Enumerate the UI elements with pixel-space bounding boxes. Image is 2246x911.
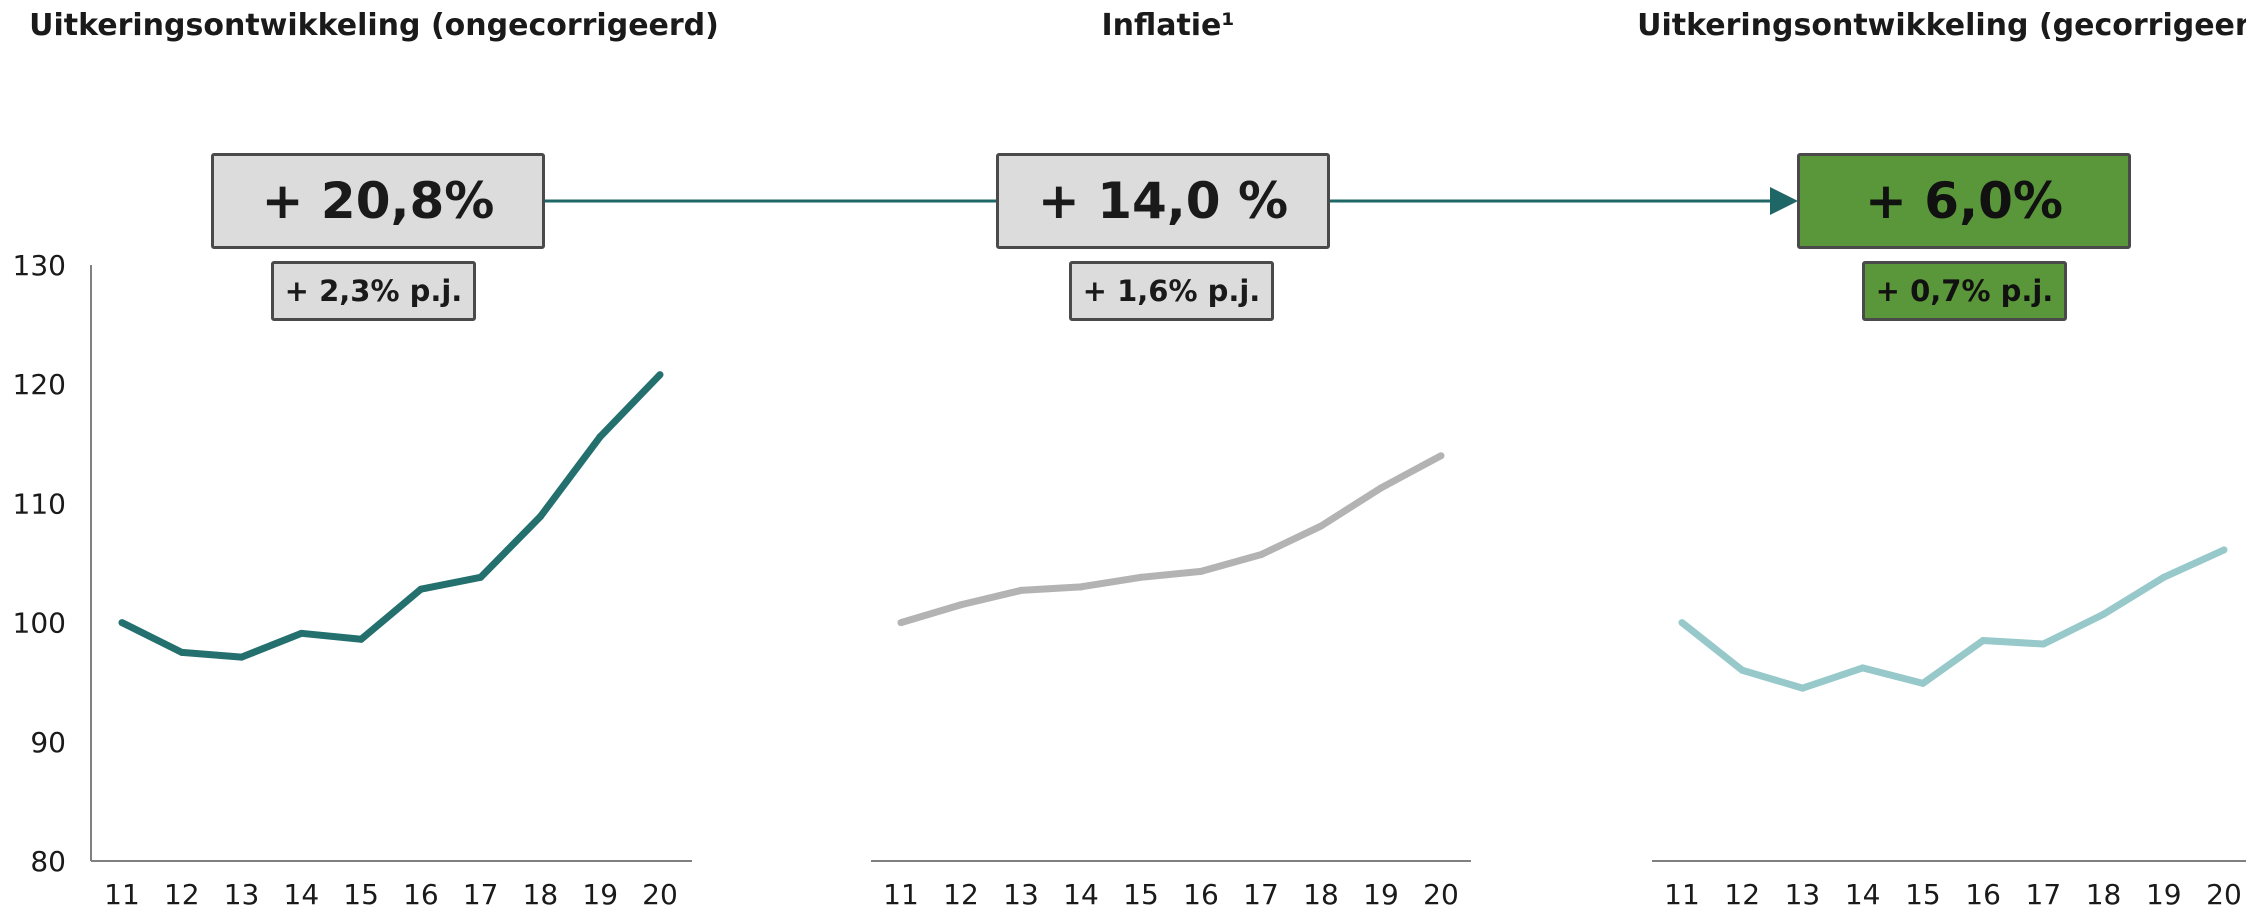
x-tick-label: 16 [403,878,439,911]
x-tick-label: 19 [2146,878,2182,911]
data-point [297,629,305,637]
data-point [596,433,604,441]
x-tick-label: 19 [582,878,618,911]
data-point [1919,679,1927,687]
data-point [2039,640,2047,648]
x-tick-label: 18 [523,878,559,911]
chart-title-inflation: Inflatie¹ [1101,8,1235,43]
x-tick-label: 12 [943,878,979,911]
x-tick-label: 12 [164,878,200,911]
data-point [897,619,905,627]
x-tick-label: 13 [224,878,260,911]
data-point [417,585,425,593]
series-line [900,452,1443,626]
data-point [357,635,365,643]
data-point [1197,567,1205,575]
x-tick-label: 13 [1003,878,1039,911]
data-point [656,371,664,379]
x-tick-label: 17 [1243,878,1279,911]
x-tick-label: 20 [1423,878,1459,911]
annual-change-corrected: + 0,7% p.j. [1862,261,2067,321]
data-point [1377,484,1385,492]
x-tick-label: 15 [1905,878,1941,911]
x-tick-label: 14 [1845,878,1881,911]
x-tick-label: 11 [1664,878,1700,911]
total-change-inflation: + 14,0 % [996,153,1330,249]
data-point [238,653,246,661]
x-tick-label: 14 [284,878,320,911]
data-point [1317,522,1325,530]
x-tick-label: 15 [1123,878,1159,911]
x-tick-label: 18 [2086,878,2122,911]
x-tick-label: 20 [642,878,678,911]
x-tick-label: 18 [1303,878,1339,911]
data-point [1137,573,1145,581]
x-tick-label: 16 [1183,878,1219,911]
data-point [1077,583,1085,591]
data-point [1979,636,1987,644]
x-tick-label: 16 [1965,878,2001,911]
y-tick-label: 130 [13,249,66,282]
data-point [1798,684,1806,692]
x-tick-label: 14 [1063,878,1099,911]
data-point [1738,666,1746,674]
x-tick-label: 20 [2206,878,2242,911]
x-tick-label: 19 [1363,878,1399,911]
arrow-head-icon [1770,187,1798,215]
data-point [1257,551,1265,559]
data-point [2160,573,2168,581]
annual-change-uncorrected: + 2,3% p.j. [271,261,476,321]
x-tick-label: 17 [2026,878,2062,911]
data-point [477,573,485,581]
x-tick-label: 11 [883,878,919,911]
data-point [1017,586,1025,594]
chart-title-uncorrected: Uitkeringsontwikkeling (ongecorrigeerd) [29,8,719,43]
data-point [1678,619,1686,627]
x-tick-label: 11 [104,878,140,911]
data-point [2100,610,2108,618]
data-point [118,619,126,627]
total-change-corrected: + 6,0% [1797,153,2131,249]
y-tick-label: 80 [30,845,66,878]
y-tick-label: 90 [30,726,66,759]
annual-change-inflation: + 1,6% p.j. [1069,261,1274,321]
total-change-uncorrected: + 20,8% [211,153,545,249]
x-tick-label: 15 [343,878,379,911]
chart-title-corrected: Uitkeringsontwikkeling (gecorrigeerd) [1637,8,2246,43]
x-tick-label: 17 [463,878,499,911]
y-tick-label: 110 [13,487,66,520]
data-point [957,601,965,609]
data-point [1437,452,1445,460]
y-tick-label: 120 [13,368,66,401]
data-point [536,513,544,521]
series-line [120,372,663,661]
series-line [1679,546,2226,692]
data-point [178,648,186,656]
y-tick-label: 100 [13,607,66,640]
x-tick-label: 12 [1724,878,1760,911]
data-point [1859,664,1867,672]
data-point [2220,546,2228,554]
x-tick-label: 13 [1785,878,1821,911]
